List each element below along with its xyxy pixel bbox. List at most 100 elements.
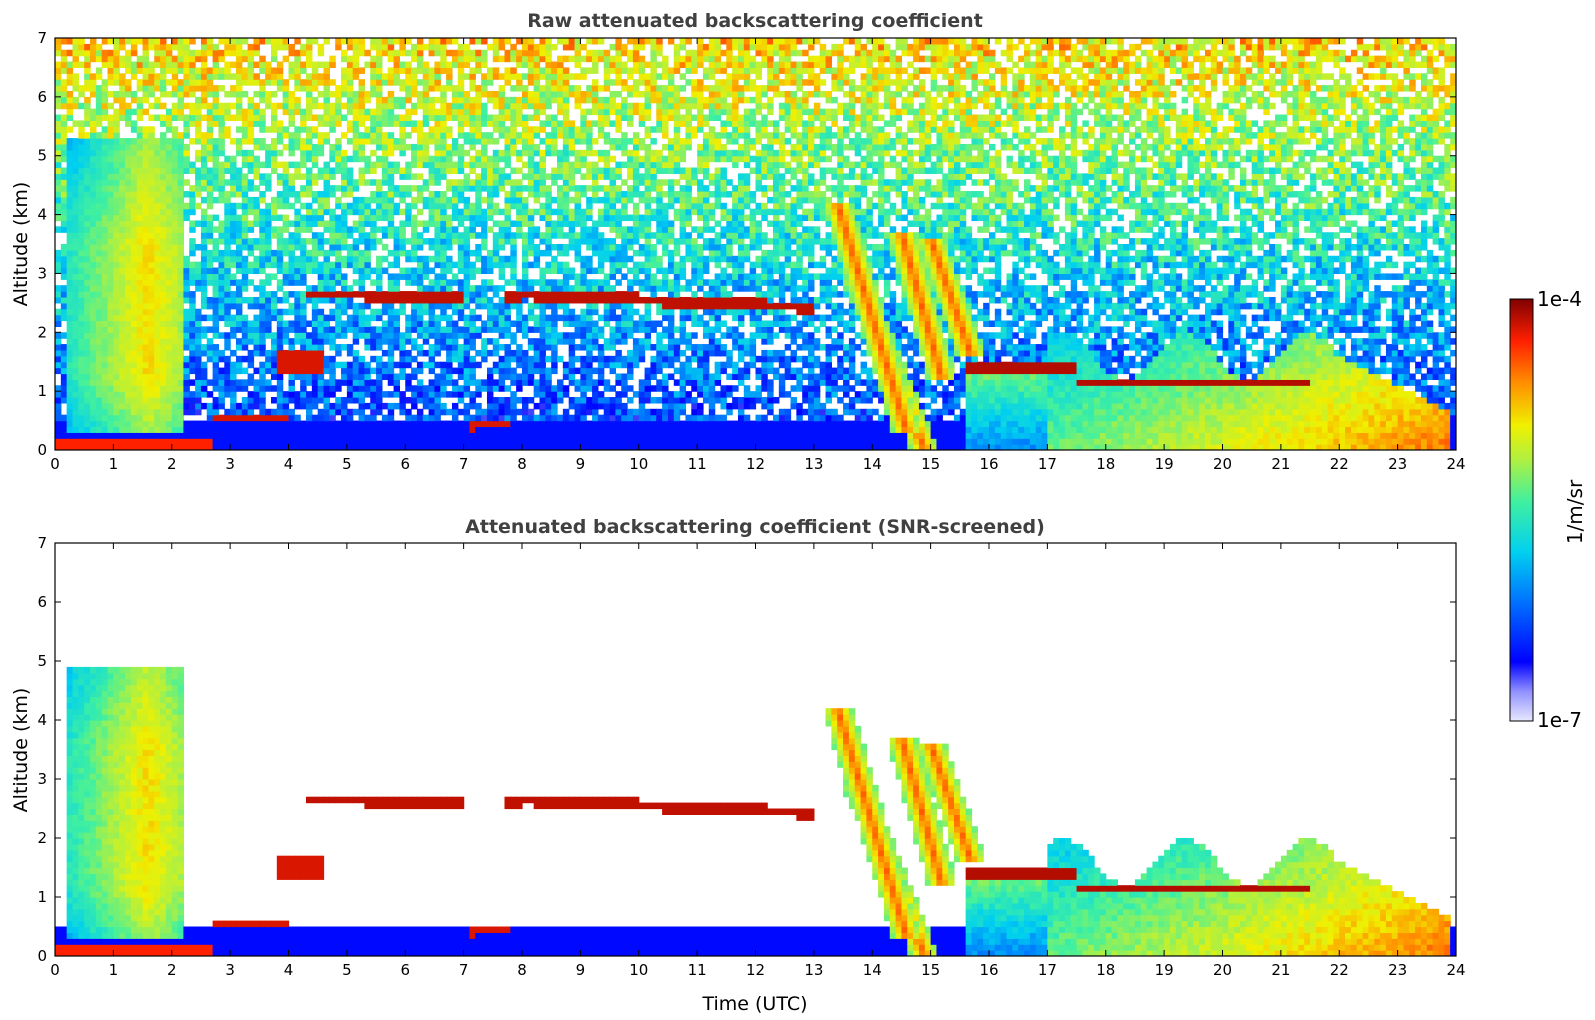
heatmap-cell: [352, 385, 360, 392]
heatmap-cell: [381, 361, 389, 369]
heatmap-cell: [107, 326, 114, 333]
heatmap-cell: [241, 79, 249, 86]
heatmap-cell: [387, 391, 395, 398]
heatmap-cell: [265, 279, 272, 286]
heatmap-cell: [200, 361, 208, 369]
heatmap-cell: [393, 308, 401, 316]
heatmap-cell: [376, 102, 383, 110]
heatmap-cell: [224, 332, 231, 339]
heatmap-cell: [387, 214, 395, 222]
heatmap-cell: [160, 255, 167, 263]
heatmap-cell: [247, 226, 255, 233]
heatmap-cell: [171, 249, 179, 257]
heatmap-cell: [346, 43, 354, 51]
heatmap-cell: [119, 320, 126, 327]
heatmap-cell: [66, 320, 74, 327]
heatmap-cell: [451, 379, 459, 386]
heatmap-cell: [154, 432, 161, 439]
heatmap-cell: [136, 167, 144, 174]
heatmap-cell: [440, 161, 447, 169]
heatmap-cell: [154, 261, 161, 269]
heatmap-cell: [288, 408, 295, 416]
heatmap-cell: [183, 90, 190, 98]
heatmap-cell: [446, 314, 453, 322]
heatmap-cell: [341, 185, 348, 192]
heatmap-cell: [265, 385, 272, 392]
heatmap-cell: [463, 344, 471, 351]
heatmap-cell: [212, 120, 220, 127]
heatmap-cell: [200, 244, 208, 251]
heatmap-cell: [276, 308, 284, 316]
heatmap-cell: [551, 96, 558, 104]
heatmap-cell: [288, 90, 295, 98]
heatmap-cell: [469, 320, 476, 327]
heatmap-cell: [200, 102, 208, 110]
heatmap-cell: [224, 355, 231, 363]
heatmap-cell: [440, 267, 447, 275]
heatmap-cell: [148, 202, 155, 210]
heatmap-cell: [107, 291, 114, 298]
heatmap-cell: [200, 185, 208, 192]
heatmap-cell: [522, 143, 529, 151]
heatmap-cell: [224, 279, 231, 286]
heatmap-cell: [311, 214, 319, 222]
heatmap-cell: [516, 179, 523, 186]
heatmap-cell: [457, 167, 465, 174]
heatmap-cell: [446, 155, 453, 163]
heatmap-cell: [335, 267, 342, 275]
heatmap-cell: [72, 444, 79, 450]
heatmap-cell: [475, 185, 482, 192]
heatmap-cell: [306, 167, 313, 174]
heatmap-cell: [90, 355, 97, 363]
heatmap-cell: [317, 249, 325, 257]
heatmap-cell: [381, 73, 389, 80]
heatmap-cell: [195, 49, 202, 57]
heatmap-cell: [230, 208, 237, 216]
heatmap-cell: [113, 232, 120, 239]
heatmap-cell: [288, 238, 295, 245]
heatmap-cell: [72, 267, 79, 275]
heatmap-cell: [300, 291, 307, 298]
heatmap-cell: [358, 67, 365, 74]
heatmap-cell: [399, 391, 406, 398]
heatmap-cell: [498, 73, 506, 80]
heatmap-cell: [107, 173, 114, 180]
heatmap-cell: [446, 408, 453, 416]
heatmap-cell: [451, 55, 459, 63]
heatmap-cell: [481, 226, 488, 233]
heatmap-cell: [55, 73, 62, 80]
heatmap-cell: [510, 349, 517, 357]
heatmap-cell: [469, 420, 476, 428]
heatmap-cell: [311, 220, 319, 227]
heatmap-cell: [241, 138, 249, 145]
heatmap-cell: [463, 279, 471, 286]
heatmap-cell: [113, 173, 120, 180]
heatmap-cell: [154, 414, 161, 422]
heatmap-cell: [335, 273, 342, 280]
heatmap-cell: [341, 414, 348, 422]
heatmap-cell: [288, 385, 295, 392]
heatmap-cell: [329, 285, 336, 292]
heatmap-cell: [422, 85, 430, 92]
heatmap-cell: [288, 49, 295, 57]
heatmap-cell: [481, 444, 488, 450]
heatmap-cell: [557, 226, 564, 233]
heatmap-cell: [486, 43, 494, 51]
heatmap-cell: [189, 355, 196, 363]
heatmap-cell: [422, 108, 430, 116]
heatmap-cell: [481, 114, 488, 121]
heatmap-cell: [276, 196, 284, 204]
heatmap-cell: [557, 126, 564, 133]
heatmap-cell: [84, 349, 91, 357]
heatmap-cell: [475, 296, 482, 304]
heatmap-cell: [440, 61, 447, 69]
heatmap-cell: [411, 126, 418, 133]
heatmap-cell: [235, 143, 243, 151]
heatmap-cell: [241, 267, 249, 275]
heatmap-cell: [522, 73, 529, 80]
heatmap-cell: [393, 67, 401, 74]
heatmap-cell: [55, 191, 62, 198]
heatmap-cell: [387, 161, 395, 169]
heatmap-cell: [113, 349, 120, 357]
heatmap-cell: [253, 108, 260, 116]
